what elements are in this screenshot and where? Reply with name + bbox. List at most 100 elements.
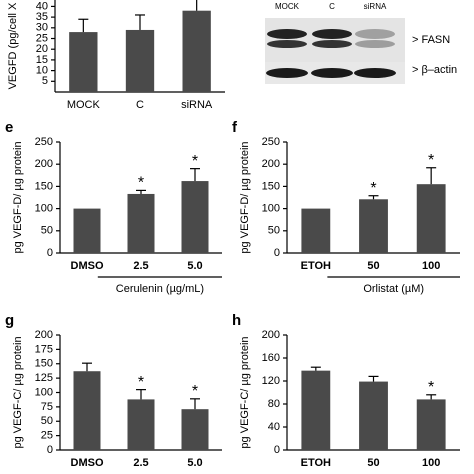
panel-label: h: [232, 312, 241, 329]
significance-mark: *: [428, 152, 434, 169]
error-bar: [190, 168, 200, 182]
x-tick-label: 2.5: [133, 457, 148, 469]
y-axis-label: pg VEGF-D/ µg protein: [239, 141, 251, 253]
y-tick-label: 50: [268, 225, 280, 237]
error-bar: [368, 195, 379, 200]
y-tick-label: 20: [36, 43, 48, 55]
bar: [127, 193, 155, 253]
x-tick-label: DMSO: [71, 457, 104, 469]
x-tick-label: 5.0: [187, 457, 202, 469]
fasn-band: [355, 29, 395, 39]
y-axis-label: pg VEGF-C/ µg protein: [12, 336, 24, 448]
y-axis-label: VEGFD (pg/cell X: [7, 2, 19, 89]
x-tick-label: 2.5: [133, 260, 148, 272]
error-bar: [136, 389, 146, 400]
fasn-band: [312, 40, 352, 48]
significance-mark: *: [138, 374, 144, 391]
bar: [73, 371, 101, 450]
significance-mark: *: [428, 379, 434, 396]
fasn-band: [355, 40, 395, 48]
error-bar: [136, 189, 146, 194]
y-tick-label: 200: [35, 158, 53, 170]
x-tick-label: ETOH: [301, 457, 331, 469]
x-axis-label: Cerulenin (µg/mL): [116, 283, 204, 295]
y-tick-label: 160: [262, 352, 280, 364]
x-tick-label: DMSO: [71, 260, 104, 272]
y-tick-label: 30: [36, 22, 48, 34]
y-tick-label: 40: [36, 0, 48, 12]
x-tick-label: 50: [367, 457, 379, 469]
bar: [359, 199, 388, 253]
x-tick-label: siRNA: [181, 99, 213, 111]
x-tick-label: 5.0: [187, 260, 202, 272]
y-tick-label: 80: [268, 398, 280, 410]
significance-mark: *: [138, 175, 144, 192]
y-tick-label: 25: [41, 430, 53, 442]
bar: [182, 10, 211, 92]
band-label: > FASN: [412, 34, 450, 46]
error-bar: [368, 375, 379, 382]
bar: [181, 409, 209, 450]
fasn-band: [312, 29, 352, 39]
y-tick-label: 25: [36, 32, 48, 44]
fasn-band: [267, 40, 307, 48]
bar: [69, 32, 98, 92]
bar: [301, 370, 331, 450]
error-bar: [78, 18, 89, 33]
y-tick-label: 200: [262, 158, 280, 170]
x-axis-label: Orlistat (µM): [363, 283, 424, 295]
panel-label: g: [5, 312, 14, 329]
bar: [416, 399, 446, 450]
lane-label: C: [329, 2, 335, 11]
y-tick-label: 150: [262, 180, 280, 192]
y-tick-label: 15: [36, 54, 48, 66]
y-tick-label: 150: [35, 180, 53, 192]
panel-label: f: [232, 119, 238, 136]
y-tick-label: 250: [35, 136, 53, 148]
error-bar: [310, 366, 321, 371]
y-tick-label: 200: [35, 329, 53, 341]
y-tick-label: 50: [41, 225, 53, 237]
bar: [359, 381, 388, 450]
x-tick-label: ETOH: [301, 260, 331, 272]
y-tick-label: 200: [262, 329, 280, 341]
y-tick-label: 100: [35, 203, 53, 215]
y-tick-label: 175: [35, 343, 53, 355]
y-axis-label: pg VEGF-C/ µg protein: [239, 336, 251, 448]
significance-mark: *: [192, 383, 198, 400]
error-bar: [135, 14, 145, 30]
y-tick-label: 10: [36, 65, 48, 77]
panel-label: e: [5, 119, 13, 136]
x-tick-label: 100: [422, 260, 440, 272]
bar: [181, 181, 209, 253]
actin-band: [354, 68, 396, 78]
x-tick-label: MOCK: [67, 99, 101, 111]
y-tick-label: 120: [262, 375, 280, 387]
y-tick-label: 0: [47, 444, 53, 456]
fasn-band: [267, 29, 307, 39]
actin-band: [266, 68, 308, 78]
actin-band: [311, 68, 353, 78]
y-tick-label: 35: [36, 11, 48, 23]
y-tick-label: 100: [35, 386, 53, 398]
y-tick-label: 125: [35, 372, 53, 384]
lane-label: siRNA: [364, 2, 387, 11]
bar: [73, 208, 101, 253]
y-tick-label: 0: [274, 444, 280, 456]
x-tick-label: C: [136, 99, 144, 111]
error-bar: [82, 362, 92, 372]
bar: [125, 29, 155, 92]
y-axis-label: pg VEGF-D/ µg protein: [12, 141, 24, 253]
x-tick-label: 50: [367, 260, 379, 272]
y-tick-label: 50: [41, 415, 53, 427]
y-tick-label: 40: [268, 421, 280, 433]
y-tick-label: 0: [274, 247, 280, 259]
error-bar: [196, 0, 198, 11]
bar: [416, 184, 446, 253]
band-label: > β–actin: [412, 64, 457, 76]
lane-label: MOCK: [275, 2, 300, 11]
error-bar: [190, 398, 200, 410]
y-tick-label: 100: [262, 203, 280, 215]
y-tick-label: 150: [35, 358, 53, 370]
